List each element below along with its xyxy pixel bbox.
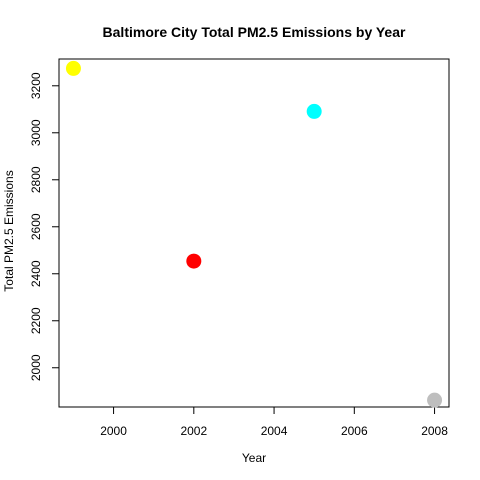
x-tick-label: 2006 bbox=[341, 424, 368, 438]
y-tick-label: 3000 bbox=[29, 119, 43, 146]
x-tick-label: 2004 bbox=[261, 424, 288, 438]
data-point bbox=[65, 60, 81, 76]
y-tick-label: 2400 bbox=[29, 260, 43, 287]
y-tick-label: 2200 bbox=[29, 307, 43, 334]
y-tick-label: 3200 bbox=[29, 72, 43, 99]
y-axis-label: Total PM2.5 Emissions bbox=[2, 170, 16, 291]
y-tick-label: 2800 bbox=[29, 166, 43, 193]
data-points bbox=[65, 60, 443, 408]
x-axis-label: Year bbox=[242, 451, 266, 465]
y-tick-label: 2000 bbox=[29, 354, 43, 381]
data-point bbox=[306, 103, 322, 119]
x-tick-label: 2002 bbox=[180, 424, 207, 438]
chart-title: Baltimore City Total PM2.5 Emissions by … bbox=[103, 24, 406, 40]
x-tick-label: 2008 bbox=[421, 424, 448, 438]
x-axis: 2000 2002 2004 2006 2008 bbox=[100, 406, 448, 438]
data-point bbox=[186, 253, 202, 269]
data-point bbox=[427, 392, 443, 408]
x-tick-label: 2000 bbox=[100, 424, 127, 438]
y-tick-label: 2600 bbox=[29, 213, 43, 240]
y-axis: 2000 2200 2400 2600 2800 3000 3200 bbox=[29, 72, 60, 381]
plot-frame bbox=[58, 58, 450, 408]
